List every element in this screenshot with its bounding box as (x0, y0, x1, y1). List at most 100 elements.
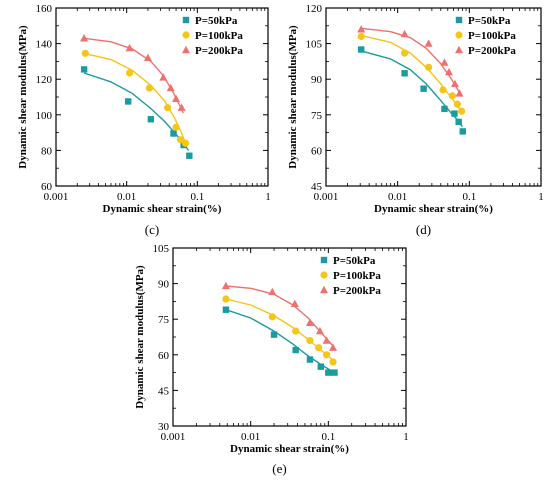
chart-panel-d: 0.001 0.01 0.1 1 45 60 75 90 105 120 Dynamic shear… (280, 0, 550, 240)
x-tick-label: 1 (403, 431, 409, 443)
data-point-square (186, 152, 193, 159)
data-point-square (451, 110, 458, 117)
data-point-square (331, 369, 338, 376)
y-tick-label: 105 (306, 39, 323, 51)
data-point-square (420, 85, 427, 92)
data-point-circle (306, 336, 314, 345)
data-point-square (455, 118, 462, 126)
data-point-triangle (177, 103, 186, 111)
x-tick-label: 0.01 (241, 431, 260, 443)
data-point-circle (145, 84, 154, 92)
data-point-triangle (143, 53, 152, 62)
data-point-triangle (329, 343, 338, 351)
data-point-triangle (400, 29, 409, 38)
x-tick-label: 0.1 (462, 191, 476, 203)
panel-label: (c) (145, 222, 159, 237)
x-tick-label: 0.001 (161, 431, 186, 443)
data-point-circle (222, 295, 230, 303)
y-axis-title: Dynamic shear modulus(MPa) (17, 25, 29, 169)
legend-marker-square (455, 16, 463, 24)
y-tick-label: 120 (36, 74, 53, 86)
x-tick-label: 1 (538, 191, 544, 203)
data-point-circle (439, 86, 447, 94)
legend-label: P=50kPa (333, 255, 376, 267)
data-point-triangle (455, 89, 464, 97)
data-point-triangle (268, 287, 277, 296)
data-point-triangle (357, 25, 366, 33)
data-point-circle (292, 327, 300, 335)
legend-marker-square (320, 256, 328, 264)
data-point-circle (81, 49, 89, 57)
data-point-square (292, 346, 299, 354)
data-point-circle (164, 104, 172, 112)
y-tick-label: 60 (41, 181, 53, 193)
legend-label: P=100kPa (333, 270, 381, 282)
chart-panel-e: 0.001 0.01 0.1 1 30 45 60 75 90 105 Dynamic shear … (134, 240, 415, 480)
data-point-circle (181, 139, 190, 147)
data-point-triangle (125, 43, 134, 52)
y-tick-label: 60 (311, 145, 323, 157)
data-point-triangle (305, 318, 314, 326)
legend-label: P=200kPa (468, 45, 516, 57)
y-tick-label: 60 (158, 350, 170, 362)
x-tick-label: 0.001 (314, 191, 339, 203)
y-tick-label: 105 (153, 243, 170, 255)
panel-label: (e) (272, 461, 286, 476)
data-point-triangle (315, 326, 324, 335)
data-point-square (358, 46, 365, 53)
y-tick-label: 75 (311, 110, 323, 122)
data-point-circle (172, 123, 180, 131)
data-point-square (170, 130, 177, 137)
data-point-triangle (221, 281, 230, 290)
legend-label: P=100kPa (468, 30, 516, 42)
fit-curve-p-100kpa (83, 52, 188, 146)
data-point-square (270, 331, 278, 338)
y-tick-label: 100 (36, 110, 53, 122)
legend-marker-circle (182, 31, 190, 39)
x-tick-label: 0.001 (44, 191, 69, 203)
data-point-square (124, 98, 132, 105)
legend-label: P=50kPa (468, 15, 511, 27)
fit-curve-p-50kpa (225, 309, 335, 374)
y-tick-label: 140 (36, 39, 53, 51)
legend-label: P=100kPa (195, 30, 243, 42)
data-point-circle (448, 92, 456, 100)
data-point-triangle (424, 39, 433, 47)
legend-label: P=200kPa (195, 45, 243, 57)
chart-panel-c: 0.001 0.01 0.1 1 60 80 100 120 140 160 Dynamic she… (0, 0, 280, 240)
data-point-square (222, 306, 230, 313)
data-point-circle (268, 313, 276, 321)
y-tick-label: 75 (158, 314, 170, 326)
x-axis-title: Dynamic shear strain(%) (374, 203, 493, 215)
y-tick-label: 45 (311, 181, 323, 193)
y-tick-label: 90 (311, 74, 323, 86)
y-axis-title: Dynamic shear modulus(MPa) (134, 265, 146, 409)
legend-marker-triangle (455, 45, 463, 54)
data-point-triangle (440, 58, 449, 66)
x-tick-label: 0.01 (117, 191, 136, 203)
data-point-triangle (322, 336, 331, 344)
data-point-triangle (80, 34, 89, 42)
legend-marker-triangle (320, 285, 328, 294)
panel-label: (d) (416, 222, 431, 237)
x-tick-label: 1 (265, 191, 271, 203)
data-point-square (441, 105, 448, 113)
chart-e-svg: 0.001 0.01 0.1 1 30 45 60 75 90 105 Dynamic shear … (134, 243, 409, 476)
fit-curve-p-50kpa (360, 50, 463, 128)
data-point-circle (357, 32, 365, 41)
legend-marker-circle (320, 271, 328, 279)
y-tick-label: 90 (158, 279, 170, 291)
data-point-triangle (290, 299, 299, 307)
data-point-square (459, 128, 466, 135)
legend-marker-square (182, 16, 190, 24)
legend-label: P=200kPa (333, 285, 381, 297)
data-point-square (80, 66, 88, 73)
fit-curve-p-200kpa (84, 37, 184, 114)
data-point-circle (315, 344, 323, 352)
data-point-square (317, 363, 325, 370)
data-point-square (147, 116, 155, 123)
data-point-circle (323, 351, 331, 359)
data-point-circle (125, 69, 134, 77)
fit-curve-p-50kpa (83, 72, 190, 151)
